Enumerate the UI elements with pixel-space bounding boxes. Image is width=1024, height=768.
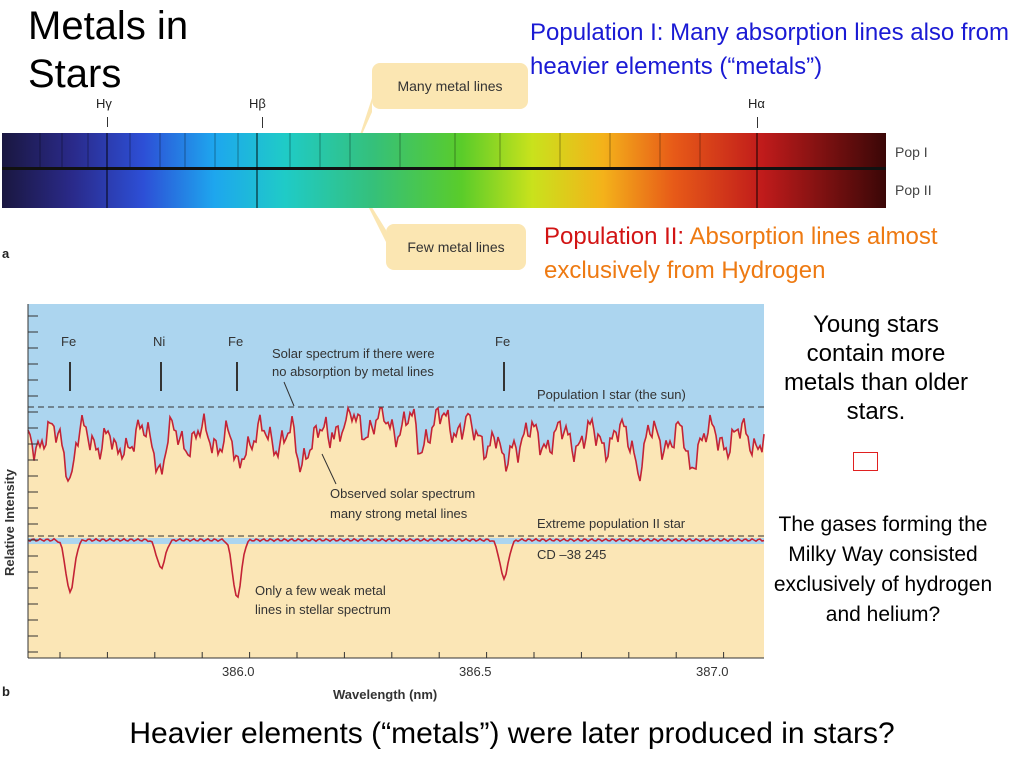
panel-b-label: b [2, 684, 10, 699]
y-axis-ticks [28, 315, 38, 653]
annotation-observed-line1: Observed solar spectrum [330, 486, 475, 501]
y-axis-label: Relative Intensity [2, 468, 17, 576]
x-tick-label-387-0: 387.0 [696, 664, 729, 679]
annotation-no-absorption-line1: Solar spectrum if there were [272, 346, 435, 361]
callout-few-metal-lines: Few metal lines [386, 224, 526, 270]
slide-title: Metals in Stars [28, 4, 189, 96]
population-i-description: Population I: Many absorption lines also… [530, 16, 1020, 84]
x-axis-label: Wavelength (nm) [333, 687, 437, 702]
h-beta-label: Hβ [249, 96, 266, 111]
pop-i-band-label: Pop I [895, 144, 928, 160]
x-tick-label-386-5: 386.5 [459, 664, 492, 679]
red-placeholder-box [853, 452, 878, 471]
spectrum-graph: Fe Ni Fe Fe Solar spectrum if there were… [2, 304, 765, 702]
annotation-extreme-pop-ii: Extreme population II star [537, 516, 686, 531]
population-i-text: Many absorption lines also from heavier … [530, 19, 1009, 80]
h-gamma-label: Hγ [96, 96, 112, 111]
h-beta-tick [262, 117, 263, 128]
spectrum-figure [2, 98, 886, 242]
panel-a-label: a [2, 246, 10, 261]
x-axis-ticks [59, 652, 725, 658]
annotation-weak-line1: Only a few weak metal [255, 583, 386, 598]
annotation-cd-star: CD –38 245 [537, 547, 606, 562]
pop-i-absorption-lines [39, 133, 701, 167]
population-i-label: Population I: [530, 19, 664, 46]
sky-region [28, 304, 764, 481]
annotation-no-absorption-line2: no absorption by metal lines [272, 364, 434, 379]
element-label-ni: Ni [153, 334, 165, 349]
element-label-fe-1: Fe [61, 334, 76, 349]
x-tick-label-386-0: 386.0 [222, 664, 255, 679]
annotation-observed-line2: many strong metal lines [330, 506, 468, 521]
element-label-fe-2: Fe [228, 334, 243, 349]
pop-ii-spectrum-band [2, 170, 886, 208]
young-stars-note: Young stars contain more metals than old… [783, 311, 969, 425]
annotation-no-absorption-pointer [283, 381, 295, 407]
pop-ii-spectrum-curve [27, 537, 765, 599]
annotation-weak-line2: lines in stellar spectrum [255, 602, 391, 617]
callout-many-metal-lines: Many metal lines [372, 63, 528, 109]
hydrogen-lines [106, 133, 758, 208]
pop-i-spectrum-curve [27, 405, 765, 483]
band-divider [2, 167, 886, 170]
population-ii-text: Absorption lines almost exclusively from… [544, 223, 938, 284]
milky-way-gases-note: The gases forming the Milky Way consiste… [773, 513, 993, 626]
h-gamma-tick [107, 117, 108, 127]
h-alpha-label: Hα [748, 96, 765, 111]
element-label-fe-3: Fe [495, 334, 510, 349]
pop-ii-continuum-band [28, 538, 764, 544]
population-ii-description: Population II: Absorption lines almost e… [544, 220, 1024, 288]
pop-i-spectrum-band [2, 133, 886, 167]
pop-ii-band-label: Pop II [895, 182, 932, 198]
annotation-observed-pointer [321, 453, 337, 485]
population-ii-label: Population II: [544, 223, 685, 250]
h-alpha-tick [757, 117, 758, 128]
closing-question: Heavier elements (“metals”) were later p… [129, 717, 895, 750]
annotation-pop-i-star: Population I star (the sun) [537, 387, 686, 402]
